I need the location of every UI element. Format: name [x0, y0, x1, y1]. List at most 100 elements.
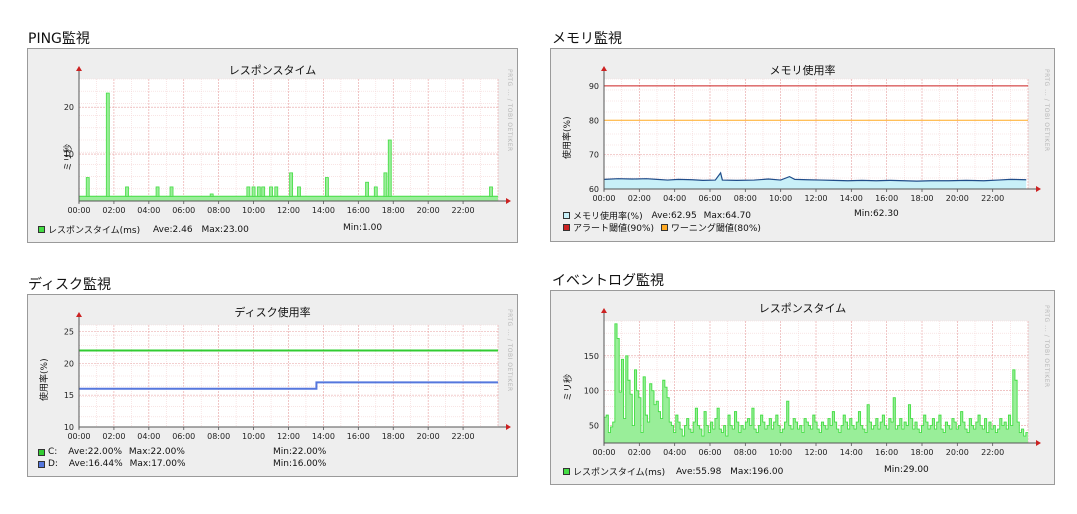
memory-threshold-legend: アラート閾値(90%) ワーニング閾値(80%): [563, 221, 761, 234]
disk-y-axis-arrow: [76, 312, 82, 317]
eventlog-y-tick-label: 50: [589, 422, 599, 431]
ping-x-tick-label: 10:00: [242, 206, 265, 215]
disk-x-tick-label: 10:00: [242, 432, 265, 441]
memory-y-axis-arrow: [601, 66, 607, 71]
memory-x-tick-label: 00:00: [592, 194, 615, 203]
memory-legend-max: Max:64.70: [703, 210, 752, 221]
ping-chart-panel: 00:00 02:00 04:00 06:00 08:00 10:00 12:00 14:00…: [27, 48, 518, 243]
disk-x-tick-label: 04:00: [137, 432, 160, 441]
eventlog-chart: 00:00 02:00 04:00 06:00 08:00 10:00 12:00 14:00…: [584, 308, 1041, 457]
disk-y-tick-label: 20: [64, 359, 74, 368]
alert-legend-swatch: [563, 224, 570, 231]
eventlog-x-tick-label: 04:00: [663, 448, 686, 457]
eventlog-y-axis-label: ミリ秒: [564, 373, 574, 401]
ping-spike-bar: [256, 186, 261, 197]
ping-baseline-area: [79, 196, 498, 201]
ping-section-title: PING監視: [28, 31, 90, 47]
ping-spike-bar: [274, 186, 279, 197]
disk-y-tick-label: 25: [64, 327, 74, 336]
disk-x-tick-label: 00:00: [67, 432, 90, 441]
disk-watermark: PRTG ... / TOBI OETIKER: [506, 309, 513, 392]
memory-x-tick-label: 10:00: [769, 194, 792, 203]
eventlog-y-tick-label: 150: [584, 352, 599, 361]
disk-legend-c: C: Ave:22.00% Max:22.00%: [38, 447, 185, 458]
memory-x-tick-label: 04:00: [663, 194, 686, 203]
disk-x-axis-arrow: [506, 424, 511, 430]
memory-x-tick-label: 22:00: [981, 194, 1004, 203]
ping-spike-bar: [297, 186, 301, 197]
eventlog-legend-swatch: [563, 468, 570, 475]
ping-x-tick-label: 22:00: [452, 206, 475, 215]
ping-legend-swatch: [38, 226, 45, 233]
memory-y-axis-label: 使用率(%): [563, 116, 573, 159]
ping-legend-min: Min:1.00: [343, 223, 383, 233]
ping-spike-bar: [246, 186, 251, 197]
ping-x-tick-label: 16:00: [347, 206, 370, 215]
memory-x-tick-label: 20:00: [946, 194, 969, 203]
memory-chart-title: メモリ使用率: [769, 64, 836, 77]
eventlog-response-line: [604, 323, 1028, 437]
disk-d-name: D:: [48, 459, 58, 469]
memory-legend: メモリ使用率(%) Ave:62.95 Max:64.70: [563, 209, 751, 222]
ping-y-tick-label: 20: [64, 103, 74, 112]
disk-x-tick-label: 08:00: [207, 432, 230, 441]
ping-spike-bar: [365, 181, 369, 197]
memory-y-tick-label: 80: [589, 116, 599, 125]
memory-x-tick-label: 08:00: [734, 194, 757, 203]
memory-y-tick-label: 60: [589, 185, 599, 194]
eventlog-legend-max: Max:196.00: [730, 466, 784, 477]
alert-legend-label: アラート閾値(90%): [573, 224, 655, 234]
disk-x-tick-label: 22:00: [452, 432, 475, 441]
memory-x-tick-label: 02:00: [628, 194, 651, 203]
ping-x-tick-label: 20:00: [417, 206, 440, 215]
disk-x-tick-label: 12:00: [277, 432, 300, 441]
ping-spike-bar: [289, 172, 294, 197]
disk-y-tick-label: 15: [64, 391, 74, 400]
ping-x-tick-label: 12:00: [277, 206, 300, 215]
eventlog-chart-title: レスポンスタイム: [758, 302, 847, 315]
ping-spike-bar: [383, 172, 388, 197]
disk-d-swatch: [38, 460, 45, 468]
memory-x-tick-label: 16:00: [875, 194, 898, 203]
memory-x-tick-label: 14:00: [840, 194, 863, 203]
ping-spike-bar: [105, 92, 110, 197]
memory-y-tick-label: 70: [589, 151, 599, 160]
memory-legend-swatch: [563, 212, 570, 219]
disk-c-max: Max:22.00%: [128, 447, 185, 457]
eventlog-x-tick-label: 08:00: [734, 448, 757, 457]
eventlog-x-tick-label: 06:00: [698, 448, 721, 457]
memory-chart: 00:00 02:00 04:00 06:00 08:00 10:00 12:00 14:00…: [589, 66, 1041, 203]
ping-x-tick-label: 00:00: [67, 206, 90, 215]
disk-chart: 00:00 02:00 04:00 06:00 08:00 10:00 12:00 14:00…: [64, 312, 511, 441]
disk-y-tick-label: 10: [64, 423, 74, 432]
memory-x-tick-label: 12:00: [804, 194, 827, 203]
ping-spike-bar: [489, 186, 493, 197]
ping-x-tick-label: 04:00: [137, 206, 160, 215]
disk-x-tick-label: 18:00: [382, 432, 405, 441]
disk-legend-d: D: Ave:16.44% Max:17.00%: [38, 459, 186, 470]
ping-y-axis-label: ミリ秒: [64, 143, 74, 171]
disk-x-tick-label: 16:00: [347, 432, 370, 441]
ping-spike-bar: [85, 177, 90, 197]
ping-x-axis-arrow: [506, 198, 511, 204]
ping-legend-max: Max:23.00: [201, 224, 249, 235]
ping-spike-bar: [251, 186, 256, 197]
memory-x-axis-arrow: [1036, 186, 1041, 192]
ping-y-tick-label: 10: [64, 150, 74, 159]
eventlog-y-axis-arrow: [601, 308, 607, 313]
ping-x-tick-label: 18:00: [382, 206, 405, 215]
memory-legend-min: Min:62.30: [854, 209, 899, 219]
eventlog-legend-name: レスポンスタイム(ms): [573, 468, 666, 478]
ping-chart: 00:00 02:00 04:00 06:00 08:00 10:00 12:00 14:00…: [64, 66, 511, 215]
eventlog-x-tick-label: 22:00: [981, 448, 1004, 457]
eventlog-x-tick-label: 14:00: [840, 448, 863, 457]
disk-d-min: Min:16.00%: [273, 459, 327, 469]
disk-c-ave: Ave:22.00%: [68, 447, 123, 457]
ping-spike-bar: [155, 186, 160, 197]
ping-spike-bar: [125, 186, 129, 197]
disk-section-title: ディスク監視: [28, 277, 112, 293]
eventlog-legend-ave: Ave:55.98: [676, 466, 722, 477]
eventlog-response-area: [604, 323, 1028, 443]
eventlog-legend: レスポンスタイム(ms) Ave:55.98 Max:196.00: [563, 465, 783, 478]
eventlog-x-tick-label: 02:00: [628, 448, 651, 457]
